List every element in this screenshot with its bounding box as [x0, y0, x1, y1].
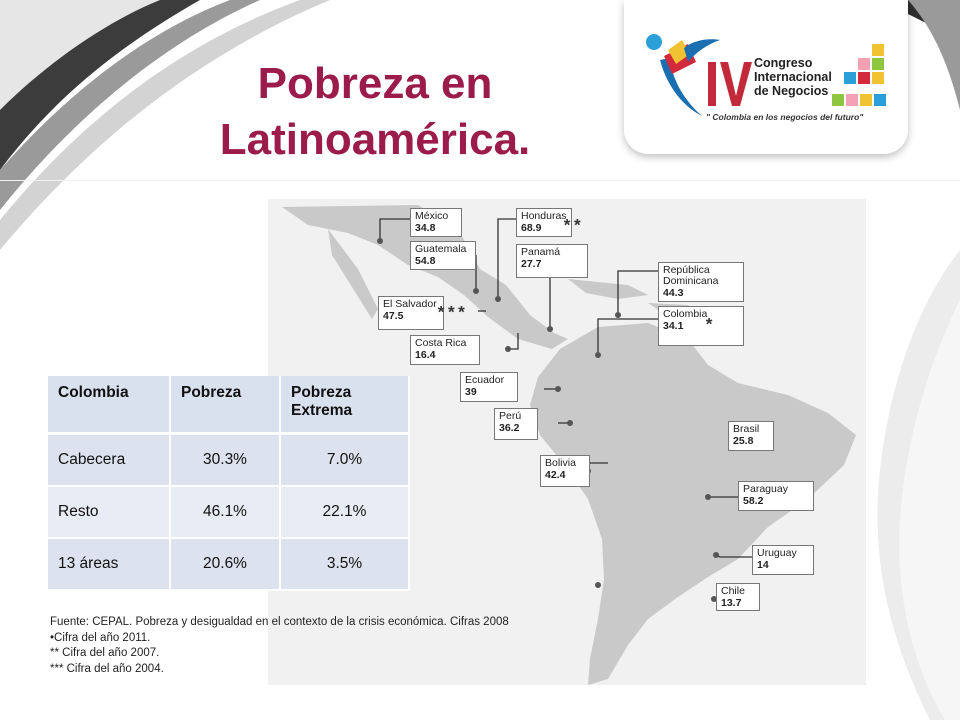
- mark-honduras: **: [562, 218, 583, 237]
- logo-wordmark: Congreso Internacional de Negocios: [754, 56, 832, 98]
- header-colombia: Colombia: [48, 376, 171, 435]
- table-cell: 7.0%: [280, 433, 410, 487]
- latin-america-map: México 34.8 Honduras 68.9 ** Guatemala 54.8…: [268, 199, 866, 685]
- label-bolivia: Bolivia 42.4: [540, 455, 590, 487]
- logo-line-2: Internacional: [754, 70, 832, 84]
- colombia-poverty-table: Colombia Pobreza Pobreza Extrema Cabecer…: [48, 376, 410, 591]
- table-cell: 22.1%: [280, 485, 410, 539]
- table-row: Cabecera 30.3% 7.0%: [48, 433, 410, 487]
- label-mexico: México 34.8: [410, 208, 462, 237]
- label-paraguay: Paraguay 58.2: [738, 481, 814, 511]
- table-row: 13 áreas 20.6% 3.5%: [48, 537, 410, 591]
- table-cell: 30.3%: [170, 433, 281, 487]
- label-honduras: Honduras 68.9: [516, 208, 572, 237]
- source-notes: Fuente: CEPAL. Pobreza y desigualdad en …: [50, 615, 509, 677]
- label-republica-dominicana: República Dominicana 44.3: [658, 262, 744, 302]
- color-squares: [832, 44, 886, 106]
- table-cell: 13 áreas: [48, 537, 171, 591]
- table-row: Resto 46.1% 22.1%: [48, 485, 410, 539]
- header-pobreza-extrema: Pobreza Extrema: [280, 376, 410, 435]
- note-2007: ** Cifra del año 2007.: [50, 647, 160, 659]
- table-cell: Cabecera: [48, 433, 171, 487]
- note-source: Fuente: CEPAL. Pobreza y desigualdad en …: [50, 616, 509, 628]
- label-el-salvador: El Salvador 47.5: [378, 296, 444, 330]
- label-ecuador: Ecuador 39: [460, 372, 518, 402]
- logo-line-1: Congreso: [754, 56, 813, 70]
- page-title: Pobreza en Latinoamérica.: [219, 59, 531, 164]
- mark-el-salvador: ***: [436, 305, 467, 324]
- label-chile: Chile 13.7: [716, 583, 760, 611]
- note-2004: *** Cifra del año 2004.: [50, 662, 164, 675]
- note-2011: •Cifra del año 2011.: [50, 631, 151, 644]
- table-cell: 3.5%: [280, 537, 410, 591]
- map-land: [282, 205, 856, 685]
- table-cell: 20.6%: [170, 537, 281, 591]
- label-costa-rica: Costa Rica 16.4: [410, 335, 480, 365]
- mark-colombia: *: [704, 317, 715, 336]
- table-header-row: Colombia Pobreza Pobreza Extrema: [48, 376, 410, 435]
- label-peru: Perú 36.2: [494, 408, 538, 440]
- label-guatemala: Guatemala 54.8: [410, 241, 476, 270]
- congress-logo: [646, 34, 886, 116]
- header-pobreza: Pobreza: [170, 376, 281, 435]
- iv-numeral: [708, 62, 752, 106]
- table-cell: Resto: [48, 485, 171, 539]
- label-brasil: Brasil 25.8: [728, 421, 774, 451]
- label-uruguay: Uruguay 14: [752, 545, 814, 575]
- label-colombia: Colombia 34.1: [658, 306, 744, 346]
- logo-line-3: de Negocios: [754, 84, 829, 98]
- label-panama: Panamá 27.7: [516, 244, 588, 278]
- table-cell: 46.1%: [170, 485, 281, 539]
- logo-slogan: " Colombia en los negocios del futuro": [706, 112, 864, 122]
- congress-logo-card: Congreso Internacional de Negocios " Col…: [624, 0, 908, 154]
